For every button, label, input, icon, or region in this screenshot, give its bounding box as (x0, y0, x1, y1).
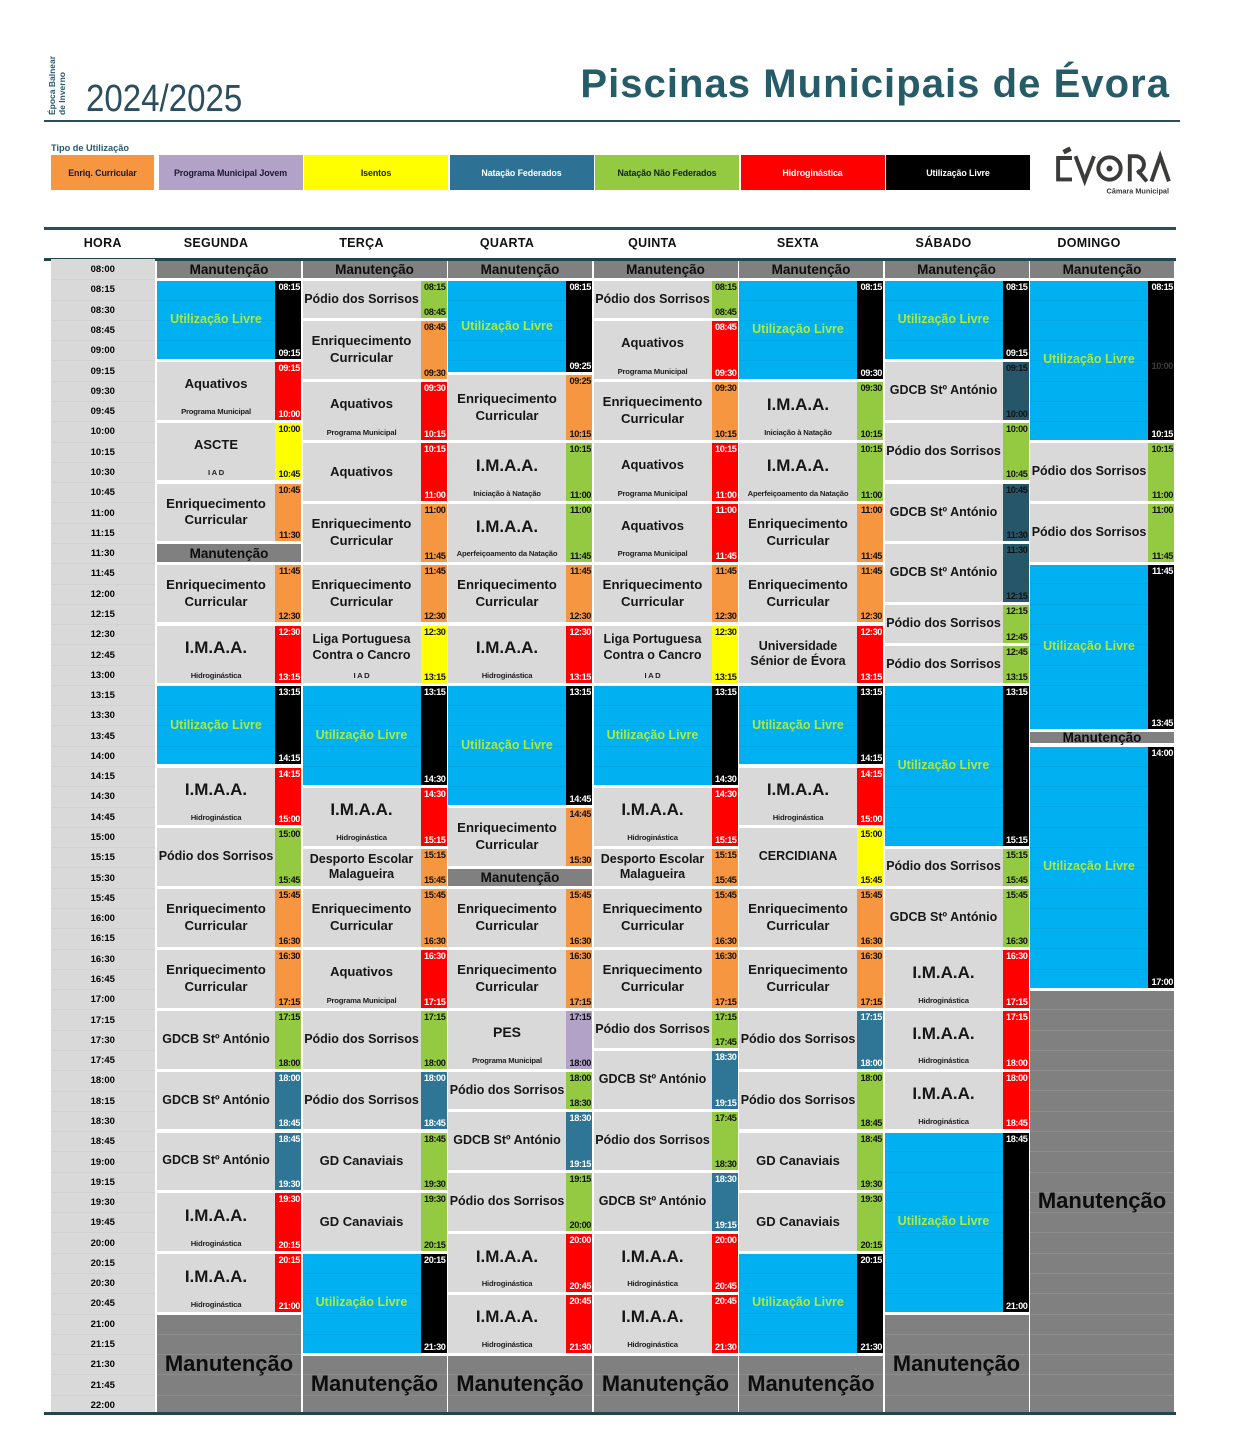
svg-text:Câmara Municipal: Câmara Municipal (1107, 187, 1169, 196)
